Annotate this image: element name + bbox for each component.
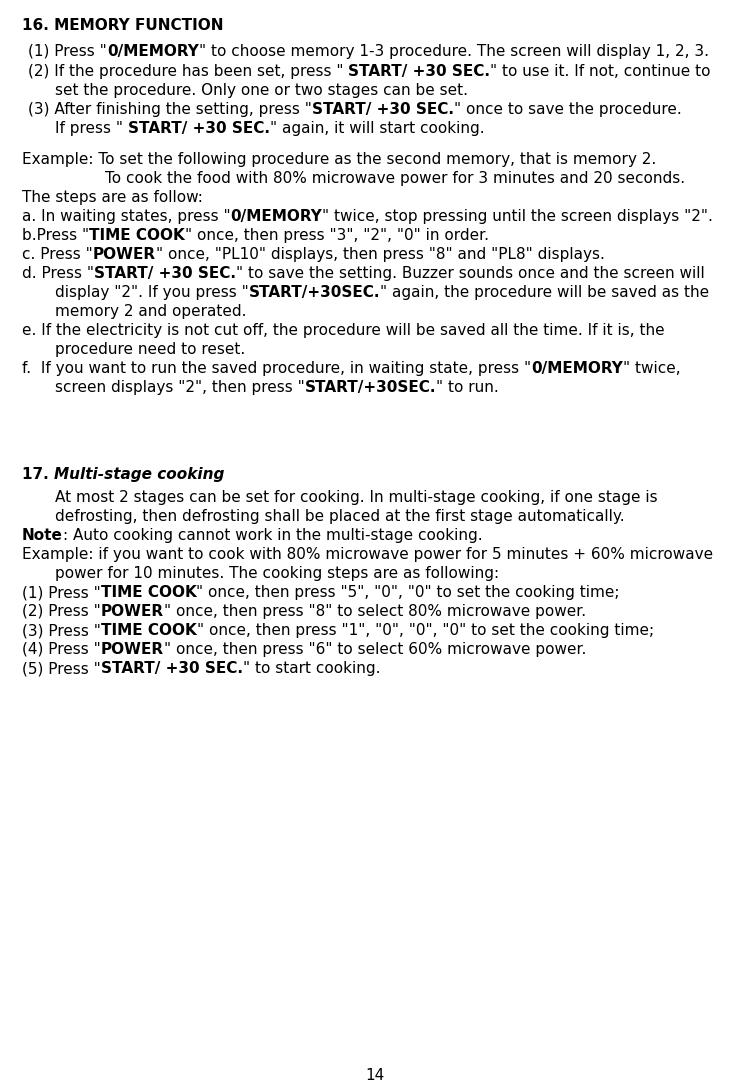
Text: c. Press ": c. Press " <box>22 247 93 262</box>
Text: 16. MEMORY FUNCTION: 16. MEMORY FUNCTION <box>22 17 223 33</box>
Text: 14: 14 <box>365 1068 384 1083</box>
Text: " to start cooking.: " to start cooking. <box>243 661 380 676</box>
Text: " twice, stop pressing until the screen displays "2".: " twice, stop pressing until the screen … <box>323 209 713 224</box>
Text: " again, the procedure will be saved as the: " again, the procedure will be saved as … <box>380 285 709 300</box>
Text: 0/MEMORY: 0/MEMORY <box>531 361 623 376</box>
Text: e. If the electricity is not cut off, the procedure will be saved all the time. : e. If the electricity is not cut off, th… <box>22 323 664 339</box>
Text: START/ +30 SEC.: START/ +30 SEC. <box>94 266 236 281</box>
Text: (3) After finishing the setting, press ": (3) After finishing the setting, press " <box>28 102 312 117</box>
Text: d. Press ": d. Press " <box>22 266 94 281</box>
Text: screen displays "2", then press ": screen displays "2", then press " <box>55 380 305 395</box>
Text: " once, then press "8" to select 80% microwave power.: " once, then press "8" to select 80% mic… <box>164 604 586 619</box>
Text: " once, "PL10" displays, then press "8" and "PL8" displays.: " once, "PL10" displays, then press "8" … <box>156 247 604 262</box>
Text: TIME COOK: TIME COOK <box>101 624 197 638</box>
Text: power for 10 minutes. The cooking steps are as following:: power for 10 minutes. The cooking steps … <box>55 566 499 581</box>
Text: The steps are as follow:: The steps are as follow: <box>22 190 203 205</box>
Text: If press ": If press " <box>55 121 128 136</box>
Text: TIME COOK: TIME COOK <box>101 585 196 600</box>
Text: " again, it will start cooking.: " again, it will start cooking. <box>270 121 485 136</box>
Text: To cook the food with 80% microwave power for 3 minutes and 20 seconds.: To cook the food with 80% microwave powe… <box>105 171 685 186</box>
Text: " once, then press "6" to select 60% microwave power.: " once, then press "6" to select 60% mic… <box>164 642 586 657</box>
Text: (5) Press ": (5) Press " <box>22 661 101 676</box>
Text: At most 2 stages can be set for cooking. In multi-stage cooking, if one stage is: At most 2 stages can be set for cooking.… <box>55 490 658 505</box>
Text: 17.: 17. <box>22 467 54 482</box>
Text: (4) Press ": (4) Press " <box>22 642 101 657</box>
Text: TIME COOK: TIME COOK <box>89 228 185 244</box>
Text: Multi-stage cooking: Multi-stage cooking <box>54 467 225 482</box>
Text: POWER: POWER <box>101 604 164 619</box>
Text: START/ +30 SEC.: START/ +30 SEC. <box>348 64 491 79</box>
Text: Note: Note <box>22 529 63 543</box>
Text: POWER: POWER <box>101 642 164 657</box>
Text: START/+30SEC.: START/+30SEC. <box>305 380 436 395</box>
Text: a. In waiting states, press ": a. In waiting states, press " <box>22 209 231 224</box>
Text: START/ +30 SEC.: START/ +30 SEC. <box>101 661 243 676</box>
Text: Example: if you want to cook with 80% microwave power for 5 minutes + 60% microw: Example: if you want to cook with 80% mi… <box>22 547 713 562</box>
Text: (2) Press ": (2) Press " <box>22 604 101 619</box>
Text: " once, then press "5", "0", "0" to set the cooking time;: " once, then press "5", "0", "0" to set … <box>196 585 620 600</box>
Text: b.Press ": b.Press " <box>22 228 89 244</box>
Text: " to use it. If not, continue to: " to use it. If not, continue to <box>491 64 711 79</box>
Text: " twice,: " twice, <box>623 361 681 376</box>
Text: (3) Press ": (3) Press " <box>22 624 101 638</box>
Text: START/ +30 SEC.: START/ +30 SEC. <box>312 102 454 117</box>
Text: memory 2 and operated.: memory 2 and operated. <box>55 304 246 319</box>
Text: 0/MEMORY: 0/MEMORY <box>107 44 198 59</box>
Text: (1) Press ": (1) Press " <box>22 585 101 600</box>
Text: (1) Press ": (1) Press " <box>28 44 107 59</box>
Text: POWER: POWER <box>93 247 156 262</box>
Text: procedure need to reset.: procedure need to reset. <box>55 342 245 357</box>
Text: START/+30SEC.: START/+30SEC. <box>249 285 380 300</box>
Text: f.  If you want to run the saved procedure, in waiting state, press ": f. If you want to run the saved procedur… <box>22 361 531 376</box>
Text: " to run.: " to run. <box>436 380 499 395</box>
Text: defrosting, then defrosting shall be placed at the first stage automatically.: defrosting, then defrosting shall be pla… <box>55 509 625 524</box>
Text: (2) If the procedure has been set, press ": (2) If the procedure has been set, press… <box>28 64 348 79</box>
Text: : Auto cooking cannot work in the multi-stage cooking.: : Auto cooking cannot work in the multi-… <box>63 529 482 543</box>
Text: " once, then press "3", "2", "0" in order.: " once, then press "3", "2", "0" in orde… <box>185 228 489 244</box>
Text: " to choose memory 1-3 procedure. The screen will display 1, 2, 3.: " to choose memory 1-3 procedure. The sc… <box>198 44 709 59</box>
Text: 0/MEMORY: 0/MEMORY <box>231 209 323 224</box>
Text: " to save the setting. Buzzer sounds once and the screen will: " to save the setting. Buzzer sounds onc… <box>236 266 705 281</box>
Text: display "2". If you press ": display "2". If you press " <box>55 285 249 300</box>
Text: set the procedure. Only one or two stages can be set.: set the procedure. Only one or two stage… <box>55 83 468 98</box>
Text: START/ +30 SEC.: START/ +30 SEC. <box>128 121 270 136</box>
Text: Example: To set the following procedure as the second memory, that is memory 2.: Example: To set the following procedure … <box>22 152 656 167</box>
Text: " once, then press "1", "0", "0", "0" to set the cooking time;: " once, then press "1", "0", "0", "0" to… <box>197 624 654 638</box>
Text: " once to save the procedure.: " once to save the procedure. <box>454 102 682 117</box>
